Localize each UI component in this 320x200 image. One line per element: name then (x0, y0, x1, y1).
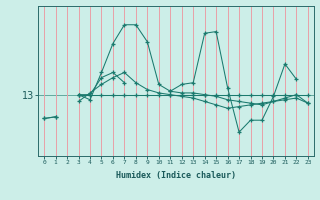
X-axis label: Humidex (Indice chaleur): Humidex (Indice chaleur) (116, 171, 236, 180)
